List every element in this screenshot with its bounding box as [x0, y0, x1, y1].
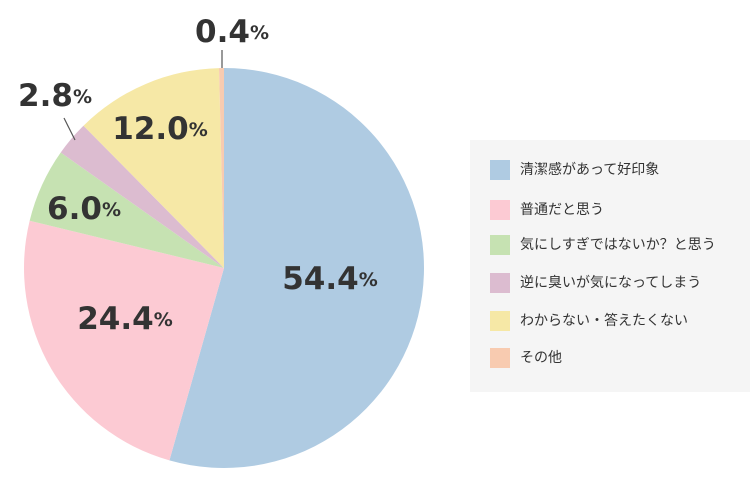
legend-label: わからない・答えたくない — [520, 312, 688, 329]
pie-slice — [218, 68, 224, 268]
legend-swatch — [490, 348, 510, 368]
pie-slice — [169, 68, 425, 468]
pie-slice — [29, 152, 225, 268]
leader-line — [63, 117, 76, 141]
data-label: 2.8% — [18, 78, 92, 114]
legend-swatch — [490, 200, 510, 220]
data-label: 6.0% — [47, 191, 121, 227]
legend-label: 清潔感があって好印象 — [520, 161, 659, 178]
legend-label: 普通だと思う — [520, 202, 604, 218]
data-label: 0.4% — [195, 14, 269, 50]
legend-label: 気にしすぎではないか？と思う — [520, 237, 716, 253]
pie-slice — [23, 220, 225, 461]
legend-swatch — [490, 160, 510, 180]
legend-swatch — [490, 273, 510, 293]
pie-slice — [83, 68, 225, 268]
legend-swatch — [490, 311, 510, 331]
data-label: 12.0% — [112, 111, 208, 147]
pie-slice — [60, 125, 225, 268]
legend-label: 逆に臭いが気になってしまう — [520, 275, 701, 291]
data-label: 24.4% — [77, 301, 173, 337]
legend-label: その他 — [520, 350, 562, 366]
legend-swatch — [490, 235, 510, 255]
data-label: 54.4% — [282, 261, 378, 297]
legend-box — [470, 140, 750, 392]
